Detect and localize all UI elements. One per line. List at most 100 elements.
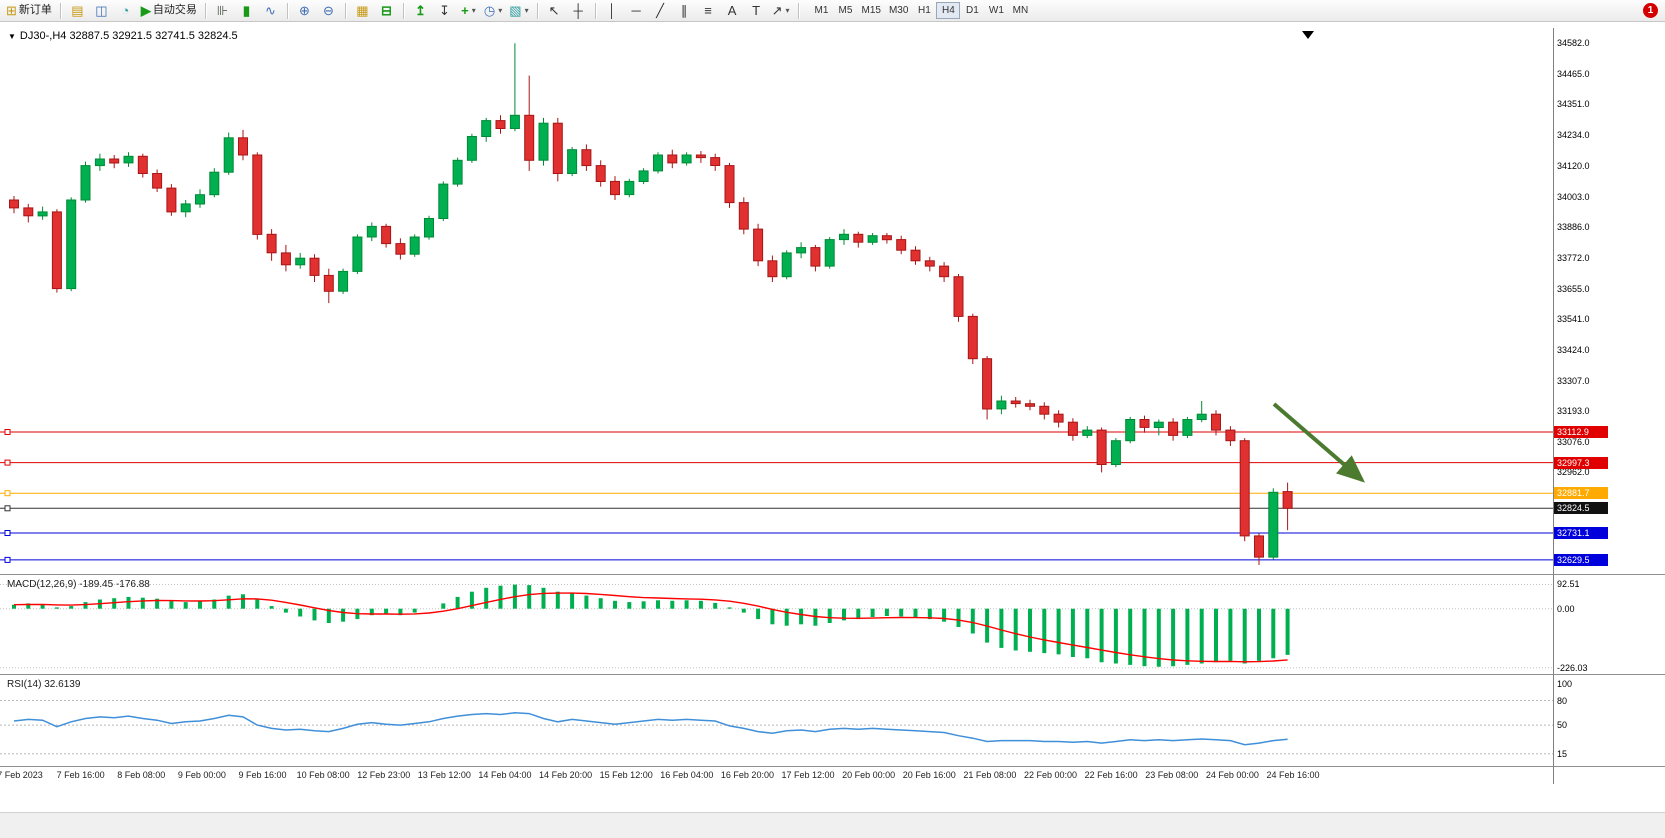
main-chart-canvas[interactable]: [0, 28, 1553, 574]
horizontal-line-tool-button[interactable]: ─: [625, 1, 648, 20]
timeframe-mn-button[interactable]: MN: [1008, 2, 1032, 19]
period-dropdown-button[interactable]: ◷ ▾: [481, 1, 505, 20]
candlestick-chart-button[interactable]: ▮: [235, 1, 258, 20]
auto-trading-label: 自动交易: [152, 4, 197, 16]
candle: [610, 176, 620, 200]
channel-tool-button[interactable]: ∥: [673, 1, 696, 20]
navigator-icon: ◫: [95, 3, 108, 18]
candle: [910, 246, 921, 265]
arrows-tool-button[interactable]: ↗ ▾: [769, 1, 793, 20]
candle: [567, 147, 578, 177]
candle: [710, 153, 721, 171]
zoom-in-icon: ⊕: [298, 3, 310, 18]
timeframe-d1-button[interactable]: D1: [960, 2, 984, 19]
quote-toggle-icon[interactable]: ▼: [8, 32, 16, 41]
vertical-line-tool-button[interactable]: │: [601, 1, 624, 20]
price-level-badge: 32629.5: [1554, 553, 1608, 566]
time-axis-label: 23 Feb 08:00: [1145, 770, 1199, 780]
candle: [1139, 415, 1150, 433]
bar-chart-button[interactable]: ⊪: [211, 1, 234, 20]
chart-shift-marker[interactable]: [1302, 31, 1314, 39]
candle: [653, 152, 663, 174]
terminal-button[interactable]: ◔: [114, 1, 137, 20]
panel-divider[interactable]: [0, 574, 1665, 575]
market-watch-button[interactable]: ▤: [66, 1, 89, 20]
candle: [166, 184, 177, 216]
indicator-up-button[interactable]: ↥: [409, 1, 432, 20]
rsi-axis-label: 100: [1557, 679, 1573, 690]
trend-arrow-annotation[interactable]: [1272, 402, 1366, 483]
navigator-button[interactable]: ◫: [90, 1, 113, 20]
candle: [1153, 419, 1164, 436]
candle: [280, 244, 291, 272]
candle: [996, 395, 1007, 415]
fibonacci-icon: ≡: [704, 3, 712, 18]
chevron-down-icon: ▾: [471, 5, 476, 15]
candle: [1282, 482, 1293, 531]
time-axis-label: 9 Feb 16:00: [238, 770, 287, 780]
toolbar-separator: [344, 2, 346, 19]
time-axis-label: 15 Feb 12:00: [599, 770, 653, 780]
line-anchor[interactable]: [4, 530, 11, 536]
price-level-badge: 32997.3: [1554, 456, 1608, 469]
price-level-badge: 32824.5: [1554, 502, 1608, 515]
timeframe-w1-button[interactable]: W1: [984, 2, 1008, 19]
cursor-tool-button[interactable]: ↖: [543, 1, 566, 20]
time-axis-divider[interactable]: [0, 766, 1665, 767]
price-axis-label: 34465.0: [1557, 69, 1590, 80]
price-axis-border[interactable]: [1553, 28, 1554, 784]
timeframe-group: M1 M5 M15 M30 H1 H4 D1 W1 MN: [810, 2, 1033, 19]
rsi-panel-canvas[interactable]: [0, 676, 1553, 766]
line-anchor[interactable]: [4, 505, 11, 512]
price-axis-label: 33886.0: [1557, 222, 1590, 233]
candle: [9, 196, 19, 214]
macd-panel-canvas[interactable]: [0, 576, 1553, 674]
crosshair-tool-button[interactable]: ┼: [567, 1, 590, 20]
zoom-out-icon: ⊖: [322, 3, 334, 18]
line-anchor[interactable]: [4, 459, 11, 466]
timeframe-m30-button[interactable]: M30: [885, 2, 912, 19]
auto-trading-button[interactable]: ▶ 自动交易: [138, 1, 200, 20]
rsi-axis-label: 15: [1557, 748, 1568, 759]
candle: [481, 117, 492, 142]
candle: [581, 144, 592, 171]
timeframe-m15-button[interactable]: M15: [858, 2, 885, 19]
arrange-windows-button[interactable]: ⊟: [375, 1, 398, 20]
rsi-indicator-label: RSI(14) 32.6139: [7, 679, 81, 690]
price-axis-label: 33541.0: [1557, 313, 1590, 324]
trendline-tool-button[interactable]: ╱: [649, 1, 672, 20]
candle: [796, 242, 807, 259]
candle: [982, 356, 993, 420]
zoom-in-button[interactable]: ⊕: [293, 1, 316, 20]
timeframe-m1-button[interactable]: M1: [810, 2, 834, 19]
time-axis-label: 21 Feb 08:00: [963, 770, 1017, 780]
candle: [309, 254, 320, 282]
price-axis-label: 33307.0: [1557, 375, 1590, 386]
candle: [1196, 401, 1207, 423]
add-indicator-button[interactable]: + ▾: [457, 1, 480, 20]
timeframe-h1-button[interactable]: H1: [912, 2, 936, 19]
indicator-down-button[interactable]: ↧: [433, 1, 456, 20]
text-tool-button[interactable]: A: [721, 1, 744, 20]
template-dropdown-button[interactable]: ▧ ▾: [506, 1, 531, 20]
line-anchor[interactable]: [4, 490, 11, 497]
timeframe-m5-button[interactable]: M5: [834, 2, 858, 19]
panel-divider[interactable]: [0, 674, 1665, 675]
chart-region: ▼ DJ30-,H4 32887.5 32921.5 32741.5 32824.…: [0, 22, 1665, 838]
label-tool-button[interactable]: T: [745, 1, 768, 20]
zoom-out-button[interactable]: ⊖: [317, 1, 340, 20]
tile-windows-button[interactable]: ▦: [351, 1, 374, 20]
candle: [939, 262, 950, 282]
candle: [495, 115, 506, 134]
fibonacci-tool-button[interactable]: ≡: [697, 1, 720, 20]
candle: [352, 234, 363, 274]
time-axis-label: 22 Feb 16:00: [1084, 770, 1138, 780]
time-axis-label: 9 Feb 00:00: [177, 770, 226, 780]
timeframe-h4-button[interactable]: H4: [936, 2, 961, 19]
new-order-button[interactable]: ⊞ 新订单: [3, 1, 55, 20]
line-anchor[interactable]: [4, 429, 11, 435]
indicator-up-icon: ↥: [414, 3, 426, 18]
line-chart-button[interactable]: ∿: [259, 1, 282, 20]
notification-badge[interactable]: 1: [1643, 3, 1658, 18]
line-anchor[interactable]: [4, 556, 11, 563]
